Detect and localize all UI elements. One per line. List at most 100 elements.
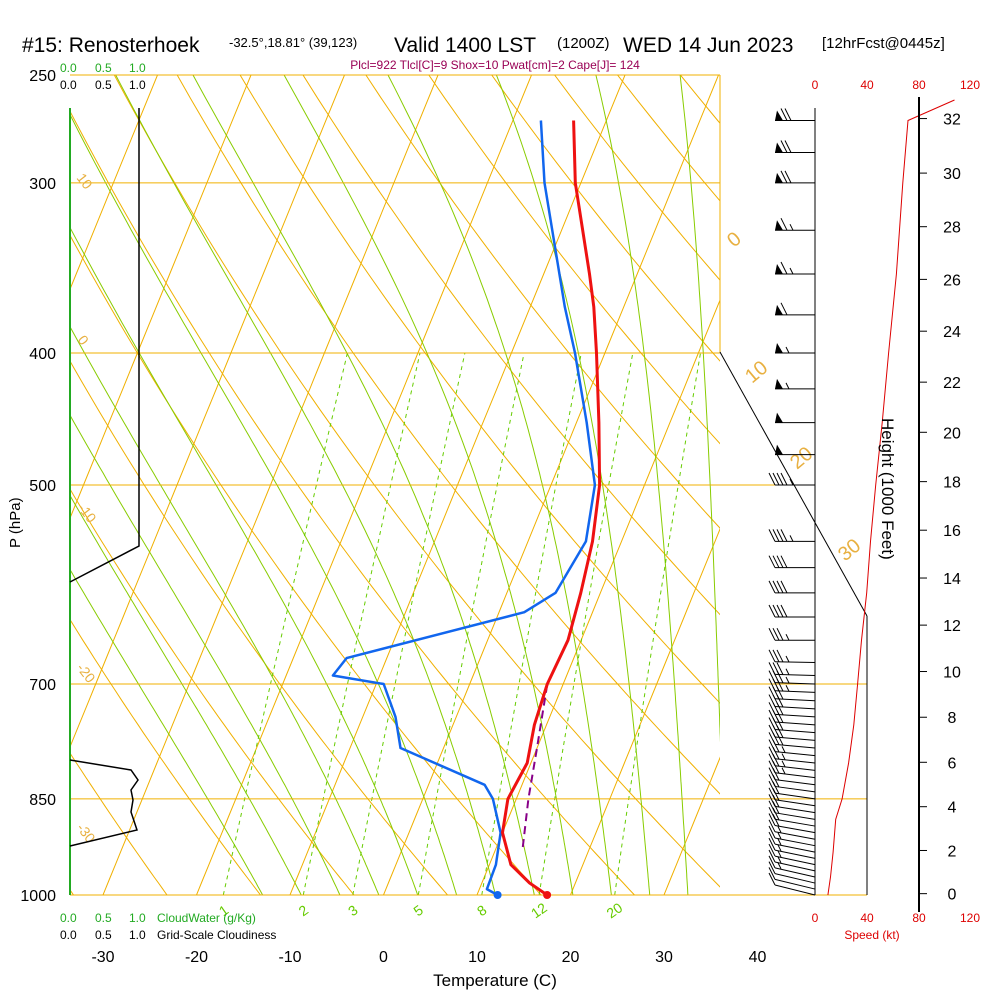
speed-bot-tick-0: 0: [812, 911, 819, 925]
barb-full: [780, 604, 788, 618]
wind-speed-profile: [827, 99, 955, 896]
barb-full: [780, 580, 788, 594]
barb-full: [780, 555, 788, 568]
x-tick--10: -10: [278, 949, 301, 966]
dry-adiabat-320: [176, 75, 720, 795]
dry-adiabat-300: [70, 110, 636, 895]
barb-full: [768, 831, 776, 845]
barb-half: [785, 633, 790, 641]
barb-staff: [774, 661, 816, 664]
moist-adiabat-38: [679, 75, 720, 743]
barb-full: [780, 108, 788, 121]
p-tick-700: 700: [29, 677, 56, 694]
wind-barb-11: [768, 806, 816, 827]
p-tick-300: 300: [29, 176, 56, 193]
barb-full: [768, 702, 776, 715]
barb-staff: [774, 818, 816, 827]
barb-half: [777, 862, 782, 869]
barb-half: [777, 832, 782, 839]
barb-staff: [774, 837, 816, 847]
barb-full: [768, 767, 776, 780]
speed-bot-tick-1: 40: [860, 911, 874, 925]
barb-full: [780, 529, 788, 542]
dry-adiabat-250: [70, 752, 168, 895]
wind-barb-46: [775, 170, 815, 184]
barb-flag: [775, 264, 783, 275]
barb-full: [768, 787, 776, 801]
isotherm-30: [663, 756, 720, 895]
wind-barb-5: [768, 843, 816, 866]
speed-label: Speed (kt): [844, 928, 899, 942]
barb-half: [785, 684, 790, 692]
barb-full: [772, 662, 780, 675]
isotherm--20: [196, 75, 532, 895]
barb-full: [768, 724, 776, 738]
height-axis-label: Height (1000 Feet): [878, 418, 897, 560]
barb-staff: [774, 713, 816, 718]
speed-top-tick-3: 120: [960, 78, 980, 92]
barb-full: [776, 529, 784, 542]
barb-full: [768, 819, 776, 833]
forecast-hour: [12hrFcst@0445z]: [822, 35, 945, 52]
x-tick-0: 0: [379, 949, 388, 966]
barb-full: [768, 555, 776, 568]
mixing-ratio-label-5: 5: [410, 901, 426, 919]
height-label-32: 32: [943, 112, 961, 129]
barb-full: [768, 760, 776, 773]
barb-staff: [774, 765, 816, 771]
isobars: [70, 74, 867, 896]
moist-adiabat--10: [70, 568, 264, 895]
barb-full: [768, 709, 776, 723]
barb-full: [768, 806, 776, 820]
barb-full: [768, 843, 776, 857]
wind-barb-9: [768, 819, 816, 840]
height-label-30: 30: [943, 166, 961, 183]
height-label-4: 4: [948, 800, 957, 817]
barb-half: [781, 760, 786, 767]
mixing-ratio-label-2: 2: [296, 901, 312, 919]
barb-staff: [774, 843, 816, 853]
mixing-ratio-3: [352, 352, 466, 895]
barb-staff: [774, 743, 816, 749]
barb-staff: [774, 682, 816, 685]
moist-adiabat-2: [70, 325, 380, 895]
barb-staff: [774, 772, 816, 779]
mixing-ratio-5: [417, 352, 525, 895]
barb-half: [777, 826, 782, 833]
barb-full: [768, 627, 776, 641]
dry-adiabat-350: [365, 75, 720, 529]
low-cloudiness: [69, 759, 139, 847]
height-label-22: 22: [943, 375, 961, 392]
mixing-ratio-label-3: 3: [345, 901, 361, 919]
x-tick-40: 40: [749, 949, 767, 966]
wind-barb-6: [768, 837, 816, 859]
p-tick-400: 400: [29, 346, 56, 363]
barb-full: [772, 604, 780, 618]
speed-top-tick-0: 0: [812, 78, 819, 92]
barb-staff: [774, 867, 816, 878]
wind-barb-17: [768, 767, 816, 786]
wind-barb-29: [768, 678, 816, 693]
isotherm--30: [102, 75, 439, 895]
barb-full: [768, 813, 776, 826]
height-label-12: 12: [943, 618, 961, 635]
isotherm-label-1: 0: [75, 332, 93, 348]
barb-full: [768, 678, 776, 691]
dry-adiabat-label-0: 0: [723, 228, 746, 252]
wind-barb-47: [775, 140, 815, 154]
barb-half: [781, 753, 786, 760]
barb-full: [776, 472, 784, 486]
temperature-trace: [501, 120, 602, 899]
barb-full: [768, 794, 776, 807]
p-tick-250: 250: [29, 68, 56, 85]
barb-half: [785, 668, 790, 675]
wind-barb-41: [775, 378, 815, 390]
isotherm--10: [289, 75, 626, 895]
dry-adiabats: [70, 75, 720, 895]
barb-full: [768, 649, 776, 663]
speed-top-tick-1: 40: [860, 78, 874, 92]
wind-barb-26: [768, 702, 816, 718]
dry-adiabat-label-20: 20: [786, 443, 817, 474]
